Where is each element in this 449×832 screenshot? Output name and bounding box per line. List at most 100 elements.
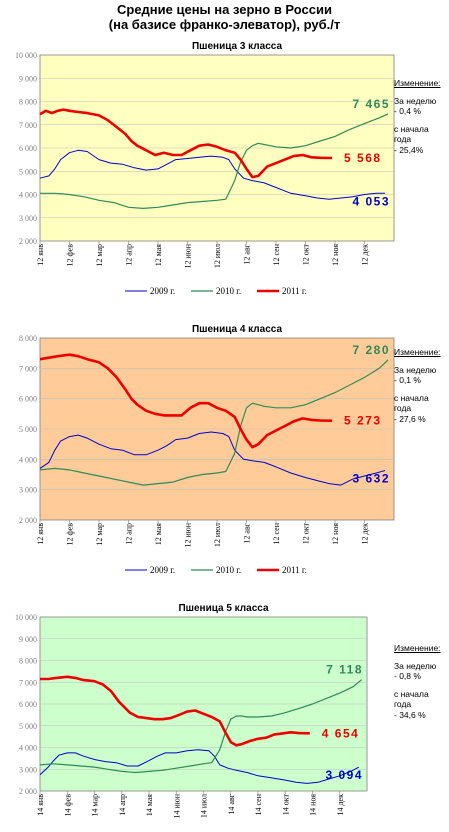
y-tick-label: 4 000 bbox=[19, 455, 37, 464]
x-tick-label: 12 июн bbox=[184, 243, 193, 268]
y-tick-label: 7 000 bbox=[19, 364, 37, 373]
x-tick-label: 12 янв bbox=[36, 523, 45, 545]
y-tick-label: 5 000 bbox=[19, 167, 37, 176]
y-tick-label: 4 000 bbox=[19, 744, 37, 753]
x-tick-label: 14 мая bbox=[145, 794, 154, 817]
end-label-2011: 5 273 bbox=[344, 414, 382, 428]
end-label-2010: 7 280 bbox=[352, 343, 390, 357]
end-label-2009: 4 053 bbox=[352, 194, 390, 208]
y-tick-label: 7 000 bbox=[19, 678, 37, 687]
y-tick-label: 5 000 bbox=[19, 425, 37, 434]
chart-class3: Пшеница 3 класса 2 000 3 000 4 000 5 000 6 00… bbox=[15, 41, 395, 296]
x-tick-label: 12 дек bbox=[361, 523, 370, 545]
week-change-value: - 0,4 % bbox=[394, 106, 421, 116]
y-tick-label: 6 000 bbox=[19, 144, 37, 153]
x-tick-label: 12 окт bbox=[302, 244, 311, 266]
x-tick-label: 12 фев bbox=[66, 244, 75, 267]
legend-label-2011: 2011 г. bbox=[282, 286, 307, 296]
x-tick-label: 12 июн bbox=[184, 522, 193, 547]
x-tick-label: 12 мая bbox=[154, 523, 163, 546]
change-box-class5: Изменение: За неделю - 0,8 % с начала го… bbox=[394, 643, 449, 720]
change-header: Изменение: bbox=[394, 643, 441, 653]
week-change-value: - 0,1 % bbox=[394, 375, 421, 385]
chart-panel-class5: Пшеница 5 класса 2 000 3 000 4 000 5 000 6 00… bbox=[0, 593, 449, 832]
series-line-2011 bbox=[39, 108, 333, 179]
y-tick-label: 8 000 bbox=[19, 334, 37, 343]
x-tick-label: 14 мар bbox=[91, 794, 100, 817]
end-label-2010: 7 118 bbox=[326, 663, 363, 677]
change-box-class3: Изменение: За неделю - 0,4 % с начала го… bbox=[394, 78, 449, 155]
x-tick-label: 14 июл bbox=[200, 794, 209, 818]
y-tick-label: 2 000 bbox=[19, 516, 37, 525]
y-tick-label: 10 000 bbox=[15, 51, 37, 60]
x-tick-label: 12 ноя bbox=[331, 244, 340, 266]
week-change-label: За неделю bbox=[394, 95, 437, 106]
x-tick-label: 12 апр bbox=[125, 523, 134, 545]
legend-label-2010: 2010 г. bbox=[216, 565, 241, 575]
end-label-2009: 3 094 bbox=[325, 768, 363, 782]
x-tick-label: 12 апр bbox=[125, 244, 134, 266]
x-tick-label: 12 дек bbox=[361, 244, 370, 266]
main-title-line2: (на базисе франко-элеватор), руб./т bbox=[108, 17, 341, 32]
chart-subtitle: Пшеница 4 класса bbox=[192, 324, 283, 335]
series-line-2009 bbox=[39, 431, 386, 486]
x-tick-label: 14 авг bbox=[227, 793, 236, 814]
main-title-line1: Средние цены на зерно в России bbox=[116, 2, 332, 17]
y-tick-label: 9 000 bbox=[19, 74, 37, 83]
y-tick-label: 4 000 bbox=[19, 191, 37, 200]
series-line-2010 bbox=[39, 359, 389, 486]
y-tick-label: 10 000 bbox=[15, 613, 37, 622]
ytd-change-label: с начала года bbox=[394, 392, 429, 414]
x-tick-label: 12 сен bbox=[272, 243, 281, 265]
y-tick-label: 8 000 bbox=[19, 98, 37, 107]
change-box-class4: Изменение: За неделю - 0,1 % с начала го… bbox=[394, 347, 449, 424]
series-line-2010 bbox=[39, 679, 362, 774]
x-tick-label: 14 апр bbox=[118, 794, 127, 816]
y-tick-label: 9 000 bbox=[19, 635, 37, 644]
change-header: Изменение: bbox=[394, 347, 441, 357]
x-tick-label: 12 мар bbox=[95, 523, 104, 546]
end-label-2011: 4 654 bbox=[322, 726, 360, 740]
main-title: Средние цены на зерно в России (на базис… bbox=[0, 2, 449, 32]
ytd-change-value: - 34,6 % bbox=[394, 709, 426, 720]
chart-subtitle: Пшеница 5 класса bbox=[178, 603, 269, 614]
ytd-change-value: - 25,4% bbox=[394, 144, 424, 155]
legend-label-2009: 2009 г. bbox=[150, 286, 175, 296]
x-tick-label: 12 окт bbox=[302, 523, 311, 545]
y-tick-label: 6 000 bbox=[19, 395, 37, 404]
chart-subtitle: Пшеница 3 класса bbox=[192, 41, 283, 52]
y-tick-label: 3 000 bbox=[19, 214, 37, 223]
week-change-label: За неделю bbox=[394, 364, 437, 375]
y-tick-label: 7 000 bbox=[19, 121, 37, 130]
week-change-label: За неделю bbox=[394, 660, 437, 671]
ytd-change-value: - 27,6 % bbox=[394, 413, 426, 424]
series-line-2011 bbox=[40, 675, 310, 747]
legend-label-2009: 2009 г. bbox=[150, 565, 175, 575]
series-line-2011 bbox=[39, 353, 333, 449]
x-tick-label: 12 июл bbox=[213, 244, 222, 268]
y-tick-label: 8 000 bbox=[19, 657, 37, 666]
chart-class5: Пшеница 5 класса 2 000 3 000 4 000 5 000 6 00… bbox=[15, 603, 368, 819]
chart-class4: Пшеница 4 класса 2 000 3 000 4 000 5 000 6 00… bbox=[19, 324, 395, 575]
chart-panel-class3: Пшеница 3 класса 2 000 3 000 4 000 5 000 6 00… bbox=[0, 36, 449, 306]
x-tick-label: 14 июн bbox=[172, 793, 181, 818]
chart-panel-class4: Пшеница 4 класса 2 000 3 000 4 000 5 000 6 00… bbox=[0, 315, 449, 590]
x-tick-label: 12 фев bbox=[66, 523, 75, 546]
y-tick-label: 3 000 bbox=[19, 765, 37, 774]
y-tick-label: 2 000 bbox=[19, 787, 37, 796]
x-tick-label: 12 янв bbox=[36, 244, 45, 266]
y-tick-label: 5 000 bbox=[19, 722, 37, 731]
y-tick-label: 6 000 bbox=[19, 700, 37, 709]
series-line-2009 bbox=[39, 149, 386, 200]
x-tick-label: 14 фев bbox=[63, 794, 72, 817]
y-tick-label: 3 000 bbox=[19, 486, 37, 495]
x-tick-label: 12 сен bbox=[272, 522, 281, 544]
week-change-value: - 0,8 % bbox=[394, 671, 421, 681]
x-tick-label: 14 ноя bbox=[309, 794, 318, 816]
legend-label-2010: 2010 г. bbox=[216, 286, 241, 296]
end-label-2010: 7 465 bbox=[352, 97, 390, 111]
legend-label-2011: 2011 г. bbox=[282, 565, 307, 575]
ytd-change-label: с начала года bbox=[394, 688, 429, 710]
change-header: Изменение: bbox=[394, 78, 441, 88]
end-label-2009: 3 632 bbox=[352, 471, 390, 485]
